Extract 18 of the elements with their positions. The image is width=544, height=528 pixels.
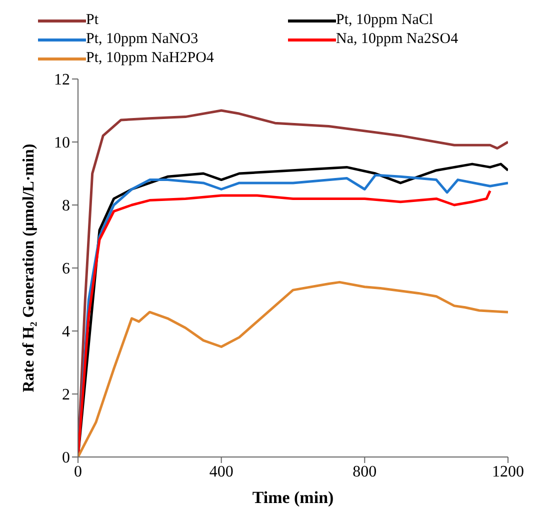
- x-tick-label: 0: [74, 463, 82, 480]
- legend-label: Pt, 10ppm NaH2PO4: [86, 50, 214, 67]
- y-tick-label: 4: [62, 324, 70, 341]
- x-tick-label: 800: [352, 463, 377, 480]
- legend-label: Na, 10ppm Na2SO4: [336, 31, 458, 48]
- y-axis-title: Rate of H₂ Generation (μmol/L·min): [20, 144, 38, 392]
- x-tick-label: 400: [209, 463, 234, 480]
- x-tick-label: 1200: [492, 463, 524, 480]
- y-tick-label: 8: [62, 198, 70, 215]
- legend-label: Pt, 10ppm NaCl: [336, 12, 434, 29]
- y-tick-label: 6: [62, 260, 70, 278]
- x-axis-title: Time (min): [252, 488, 334, 507]
- legend-label: Pt, 10ppm NaNO3: [86, 31, 198, 48]
- y-tick-label: 12: [54, 72, 70, 89]
- y-tick-label: 10: [54, 134, 70, 152]
- y-tick-label: 2: [62, 386, 70, 404]
- y-tick-label: 0: [62, 450, 70, 467]
- legend-label: Pt: [86, 12, 99, 29]
